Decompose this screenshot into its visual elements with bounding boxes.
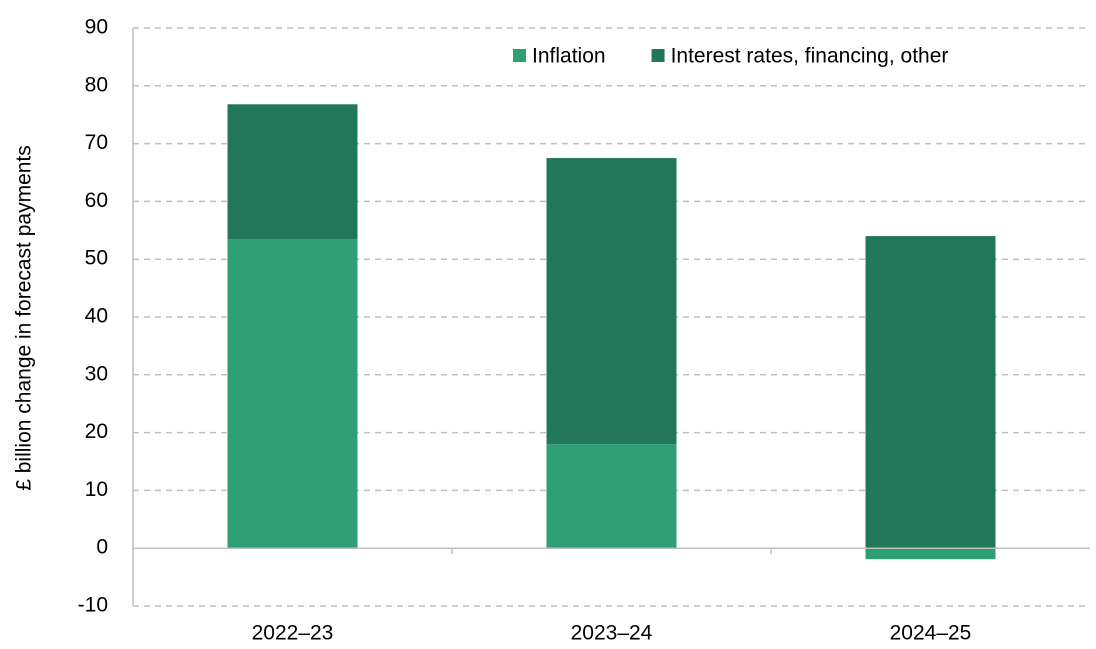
y-tick-label: 60 <box>85 189 108 212</box>
y-tick-label: 30 <box>85 362 108 385</box>
legend-swatch <box>651 49 665 62</box>
y-tick-label: 0 <box>96 536 108 559</box>
x-tick-label: 2022–23 <box>252 622 334 645</box>
y-axis-title: £ billion change in forecast payments <box>13 145 36 491</box>
y-tick-label: 90 <box>85 16 108 39</box>
y-tick-label: 80 <box>85 73 108 96</box>
y-tick-label: 70 <box>85 131 108 154</box>
y-tick-label: 10 <box>85 478 108 501</box>
bar-segment <box>546 444 677 549</box>
y-tick-label: -10 <box>78 594 108 617</box>
legend-swatch <box>513 49 526 62</box>
y-tick-label: 40 <box>85 305 108 328</box>
bar-segment <box>227 104 358 239</box>
bar-segment <box>865 548 996 560</box>
y-tick-label: 20 <box>85 420 108 443</box>
legend-label: Inflation <box>532 45 606 68</box>
x-tick-label: 2024–25 <box>890 622 972 645</box>
x-tick-label: 2023–24 <box>571 622 653 645</box>
bar-segment <box>227 238 358 549</box>
legend-label: Interest rates, financing, other <box>671 45 949 68</box>
bar-segment <box>865 236 996 549</box>
bar-segment <box>546 158 677 445</box>
y-tick-label: 50 <box>85 247 108 270</box>
